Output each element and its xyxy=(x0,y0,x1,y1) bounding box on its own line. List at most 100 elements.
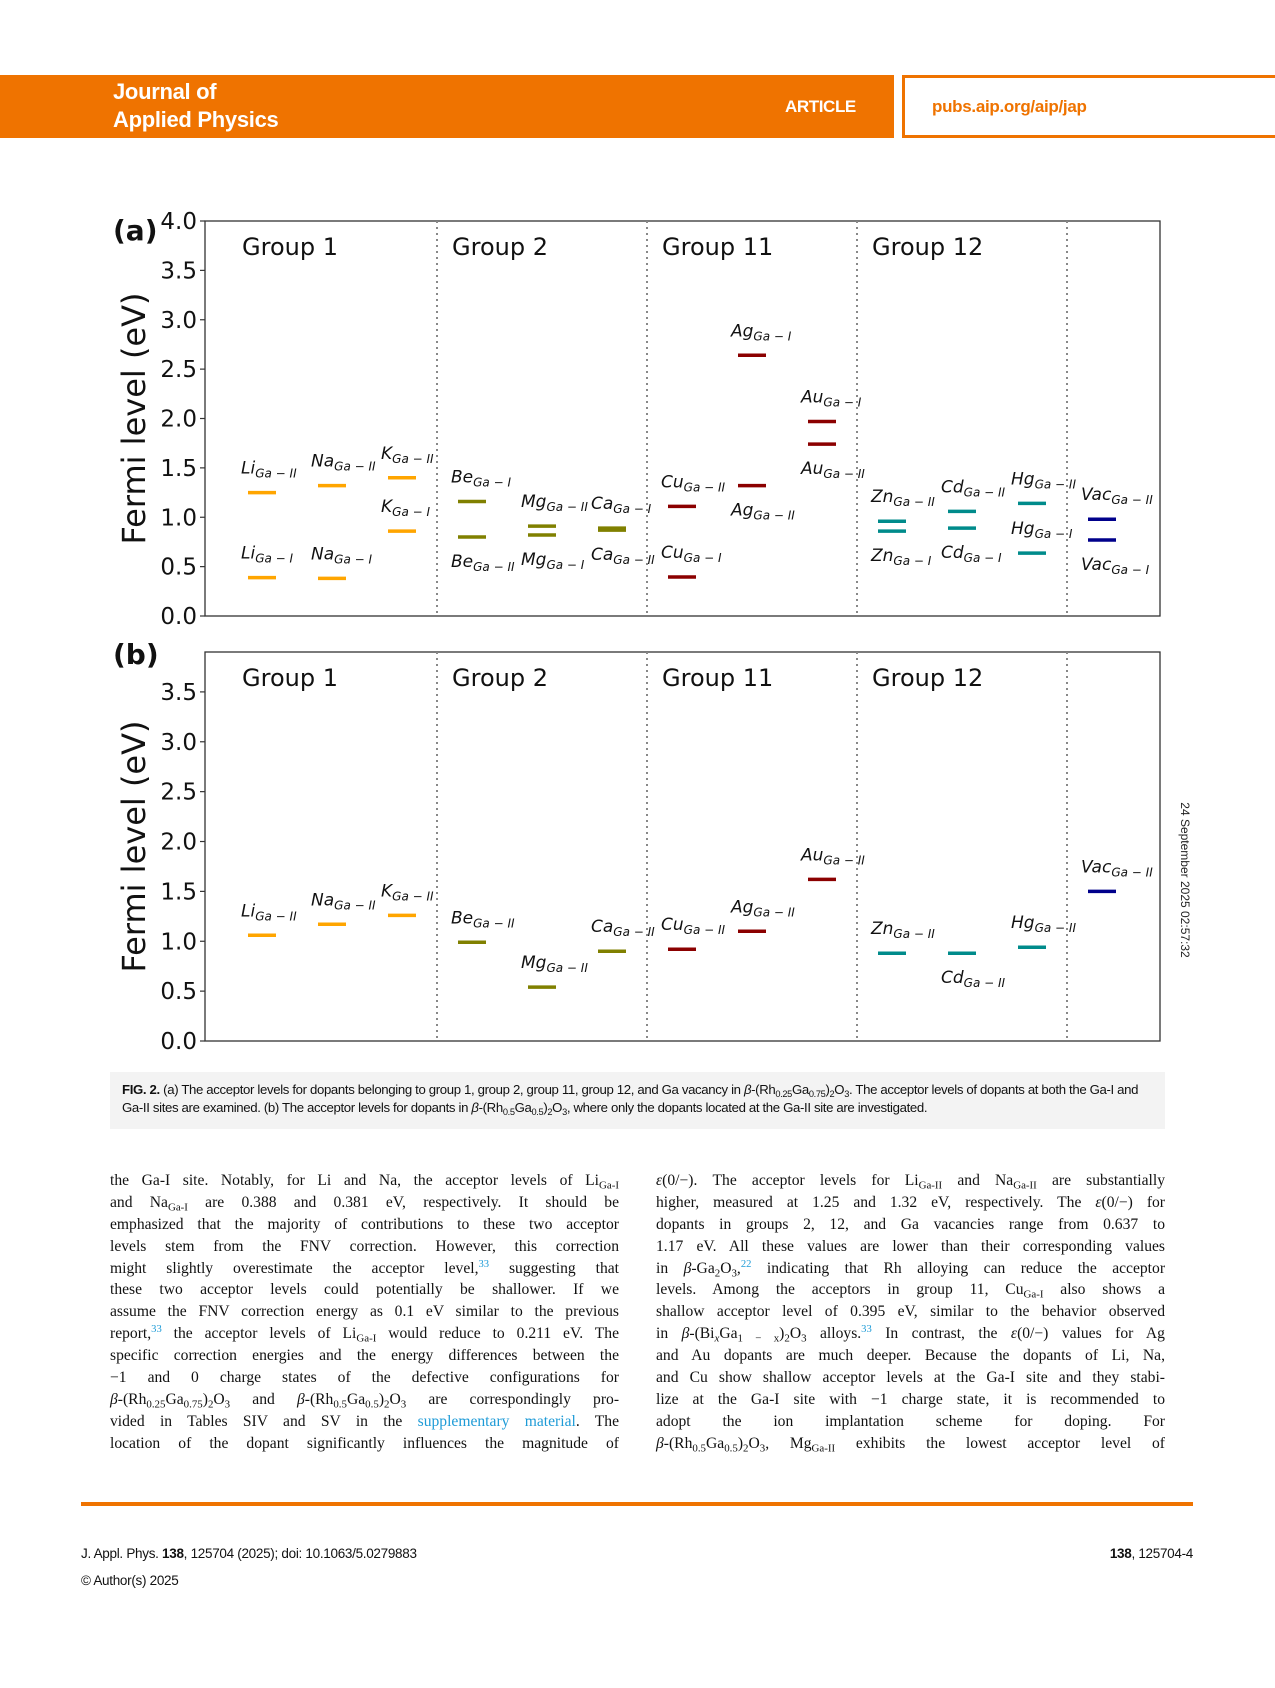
dopant-site: Ga − I xyxy=(613,502,651,516)
reference-link[interactable]: 33 xyxy=(151,1324,162,1336)
dopant-label: MgGa − II xyxy=(521,953,588,975)
figure-caption-text: FIG. 2. (a) The acceptor levels for dopa… xyxy=(122,1082,1138,1117)
dopant-site: Ga − II xyxy=(1111,493,1153,507)
dopant-label: NaGa − I xyxy=(311,544,372,566)
reference-link[interactable]: 33 xyxy=(861,1324,872,1336)
y-axis-label: Fermi level (eV) xyxy=(115,721,153,973)
text-segment: shallow acceptor level of 0.395 eV, simi… xyxy=(656,1303,1165,1321)
text-segment: 0.25 xyxy=(775,1088,792,1099)
text-segment: β xyxy=(683,1259,692,1277)
text-segment: Ga xyxy=(346,1390,366,1408)
dopant-site: Ga − II xyxy=(255,909,297,923)
text-segment: (0/−) for xyxy=(1101,1193,1165,1211)
text-segment: 2 xyxy=(384,1398,390,1411)
dopant-element: Ca xyxy=(591,494,613,514)
dopant-site: Ga − I xyxy=(546,558,584,572)
text-line: report,33 the acceptor levels of LiGa-I … xyxy=(110,1323,619,1345)
group-label: Group 1 xyxy=(242,664,338,692)
y-tick-label: 1.0 xyxy=(160,505,197,531)
dopant-element: Zn xyxy=(870,919,893,939)
dopant-label: HgGa − I xyxy=(1011,519,1073,541)
dopant-label: CdGa − II xyxy=(941,477,1006,499)
dopant-label: ZnGa − II xyxy=(870,919,935,941)
dopant-site: Ga − I xyxy=(893,554,931,568)
dopant-element: Cd xyxy=(941,477,964,497)
text-segment: 0.5 xyxy=(692,1441,707,1454)
dopant-element: Vac xyxy=(1081,555,1112,575)
text-segment: ε xyxy=(1095,1193,1102,1211)
dopant-element: Be xyxy=(451,908,473,928)
text-segment: ε xyxy=(656,1172,663,1189)
text-segment: might slightly overestimate the acceptor… xyxy=(110,1259,479,1277)
text-line: might slightly overestimate the acceptor… xyxy=(110,1258,619,1280)
dopant-element: Na xyxy=(311,890,334,910)
page-suffix: , 125704-4 xyxy=(1131,1546,1193,1561)
text-segment: β xyxy=(110,1390,118,1408)
text-segment: -(Rh xyxy=(117,1390,147,1408)
dopant-element: Na xyxy=(311,544,334,564)
reference-link[interactable]: 33 xyxy=(478,1258,490,1270)
text-segment: 3 xyxy=(731,1266,737,1279)
text-segment: are substantially xyxy=(1036,1172,1165,1189)
text-segment: alloys. xyxy=(806,1325,862,1343)
dopant-site: Ga − I xyxy=(1111,563,1149,577)
dopant-label: AuGa − II xyxy=(800,845,865,867)
dopant-element: Zn xyxy=(870,546,893,566)
dopant-label: AgGa − II xyxy=(730,501,795,523)
dopant-element: Au xyxy=(800,845,824,865)
text-segment: and Na xyxy=(110,1193,168,1211)
dopant-site: Ga − II xyxy=(613,553,655,567)
text-segment: −1 and 0 charge states of the defective … xyxy=(110,1369,619,1387)
text-segment: 0.5 xyxy=(502,1106,515,1117)
text-segment: 2 xyxy=(784,1332,790,1345)
y-axis-label: Fermi level (eV) xyxy=(115,293,153,545)
footer-rule xyxy=(81,1502,1193,1506)
text-segment: are 0.388 and 0.381 eV, respectively. It… xyxy=(187,1193,619,1211)
text-line: and NaGa-I are 0.388 and 0.381 eV, respe… xyxy=(110,1192,619,1214)
dopant-element: Li xyxy=(241,459,255,479)
text-line: ε(0/−). The acceptor levels for LiGa-II … xyxy=(656,1170,1165,1192)
text-segment: 3 xyxy=(224,1398,231,1411)
dopant-element: Hg xyxy=(1011,469,1035,489)
group-label: Group 11 xyxy=(662,664,773,692)
dopant-label: NaGa − II xyxy=(311,452,376,474)
y-tick-label: 1.5 xyxy=(160,456,197,482)
reference-link[interactable]: supplementary material xyxy=(417,1412,576,1430)
text-segment: 3 xyxy=(801,1332,807,1345)
text-segment: 3 xyxy=(400,1398,407,1411)
text-line: higher, measured at 1.25 and 1.32 eV, re… xyxy=(656,1192,1165,1214)
text-segment: the Ga-I site. Notably, for Li and Na, t… xyxy=(110,1172,600,1189)
dopant-site: Ga − II xyxy=(1035,477,1077,491)
text-segment: 3 xyxy=(844,1088,850,1099)
text-segment: -(Bi xyxy=(689,1325,715,1343)
dopant-site: Ga − I xyxy=(684,551,722,565)
group-label: Group 2 xyxy=(452,664,548,692)
dopant-element: K xyxy=(381,881,394,901)
text-line: dopants in groups 2, 12, and Ga vacancie… xyxy=(656,1214,1165,1236)
dopant-site: Ga − II xyxy=(334,460,376,474)
text-segment: specific correction energies and the ene… xyxy=(110,1347,619,1365)
dopant-label: NaGa − II xyxy=(311,890,376,912)
reference-link[interactable]: 22 xyxy=(740,1258,752,1270)
text-line: and Au dopants are much deeper. Because … xyxy=(656,1345,1165,1367)
dopant-element: Hg xyxy=(1011,913,1035,933)
citation-prefix: J. Appl. Phys. xyxy=(81,1546,163,1561)
group-label: Group 11 xyxy=(662,233,773,261)
text-segment: 0.5 xyxy=(724,1441,738,1454)
journal-url-link[interactable]: pubs.aip.org/aip/jap xyxy=(932,97,1087,116)
dopant-element: Vac xyxy=(1081,857,1112,877)
text-segment: (0/−). The acceptor levels for Li xyxy=(662,1172,919,1189)
dopant-site: Ga − II xyxy=(684,923,726,937)
plot-frame xyxy=(204,651,1161,1042)
text-line: 1.17 eV. All these values are lower than… xyxy=(656,1236,1165,1258)
y-tick-label: 3.5 xyxy=(160,258,197,284)
text-line: levels. Among the acceptors in group 11,… xyxy=(656,1279,1165,1301)
text-line: location of the dopant significantly inf… xyxy=(110,1433,619,1455)
page-volume: 138 xyxy=(1109,1546,1132,1561)
text-segment: Ga-I xyxy=(167,1201,188,1214)
dopant-site: Ga − II xyxy=(255,467,297,481)
text-segment: indicating that Rh alloying can reduce t… xyxy=(751,1259,1166,1277)
text-line: these two acceptor levels could potentia… xyxy=(110,1279,619,1301)
text-segment: ) xyxy=(543,1100,548,1115)
dopant-element: Mg xyxy=(521,550,547,570)
